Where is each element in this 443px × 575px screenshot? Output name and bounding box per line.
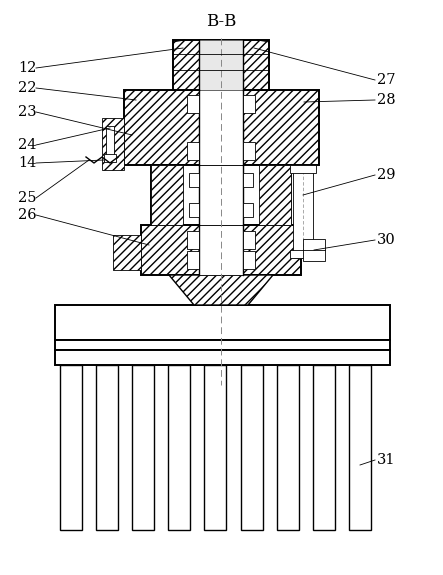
Bar — [243, 231, 255, 249]
Bar — [293, 165, 313, 258]
Text: 28: 28 — [377, 93, 396, 107]
Bar — [132, 365, 154, 530]
Bar — [277, 365, 299, 530]
Text: 31: 31 — [377, 453, 396, 467]
Bar — [113, 235, 141, 270]
Text: B-B: B-B — [206, 13, 236, 30]
Bar — [290, 250, 316, 258]
Bar — [313, 365, 335, 530]
Text: 14: 14 — [18, 156, 36, 170]
Bar — [55, 305, 390, 340]
Bar — [349, 365, 371, 530]
Bar — [199, 90, 243, 165]
Bar — [189, 203, 199, 217]
Bar — [96, 365, 118, 530]
Text: 27: 27 — [377, 73, 396, 87]
Bar — [187, 251, 199, 269]
Bar — [168, 365, 190, 530]
Bar — [55, 340, 390, 350]
Bar — [199, 225, 243, 275]
Bar — [141, 225, 301, 275]
Bar — [199, 165, 243, 225]
Text: 24: 24 — [18, 138, 36, 152]
Bar — [259, 165, 291, 225]
Text: 26: 26 — [18, 208, 37, 222]
Text: 29: 29 — [377, 168, 396, 182]
Bar — [124, 90, 319, 165]
Text: 30: 30 — [377, 233, 396, 247]
Bar — [243, 251, 255, 269]
Bar — [290, 165, 316, 173]
Bar — [173, 40, 269, 90]
Bar — [303, 239, 325, 261]
Text: 25: 25 — [18, 191, 36, 205]
Bar — [187, 142, 199, 160]
Bar — [55, 350, 390, 365]
Bar — [106, 126, 114, 160]
Bar — [243, 95, 255, 113]
Bar — [241, 365, 263, 530]
Bar — [104, 154, 116, 162]
Bar — [189, 173, 199, 187]
Polygon shape — [169, 275, 273, 305]
Bar — [151, 165, 291, 225]
Bar — [60, 365, 82, 530]
Bar — [187, 231, 199, 249]
Bar — [243, 173, 253, 187]
Text: 12: 12 — [18, 61, 36, 75]
Text: 22: 22 — [18, 81, 36, 95]
Bar — [243, 142, 255, 160]
Bar — [102, 118, 124, 170]
Bar — [151, 165, 183, 225]
Bar — [199, 40, 243, 90]
Bar — [243, 203, 253, 217]
Bar — [187, 95, 199, 113]
Text: 23: 23 — [18, 105, 37, 119]
Bar — [204, 365, 226, 530]
